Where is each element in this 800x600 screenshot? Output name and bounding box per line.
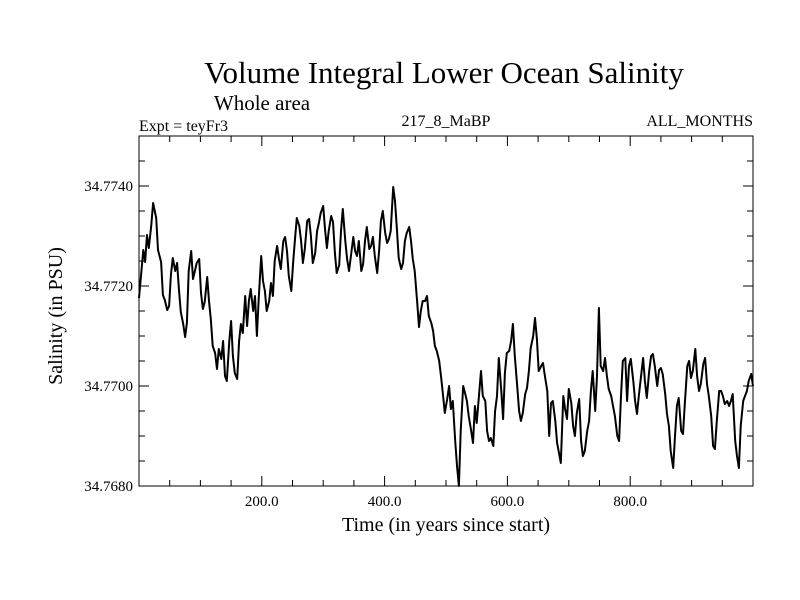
y-axis: 34.7680 34.7700 34.7720 34.7740 bbox=[84, 160, 753, 495]
run-label: 217_8_MaBP bbox=[402, 113, 491, 130]
chart-subtitle: Whole area bbox=[214, 91, 311, 115]
y-tick-label: 34.7720 bbox=[84, 279, 133, 295]
plot-frame bbox=[138, 135, 754, 487]
x-tick-label: 200.0 bbox=[245, 494, 279, 510]
x-axis: 200.0 400.0 600.0 800.0 bbox=[169, 136, 723, 510]
experiment-label: Expt = teyFr3 bbox=[139, 118, 228, 135]
y-tick-label: 34.7700 bbox=[84, 379, 133, 395]
y-tick-label: 34.7680 bbox=[84, 479, 133, 495]
series-line-salinity bbox=[138, 186, 754, 487]
x-tick-label: 400.0 bbox=[368, 494, 402, 510]
y-axis-label: Salinity (in PSU) bbox=[45, 247, 67, 385]
chart-title: Volume Integral Lower Ocean Salinity bbox=[204, 55, 684, 90]
x-tick-label: 800.0 bbox=[613, 494, 647, 510]
x-axis-label: Time (in years since start) bbox=[342, 514, 550, 536]
months-label: ALL_MONTHS bbox=[646, 113, 753, 130]
y-tick-label: 34.7740 bbox=[84, 179, 133, 195]
x-tick-label: 600.0 bbox=[491, 494, 525, 510]
plot-area bbox=[138, 135, 754, 487]
